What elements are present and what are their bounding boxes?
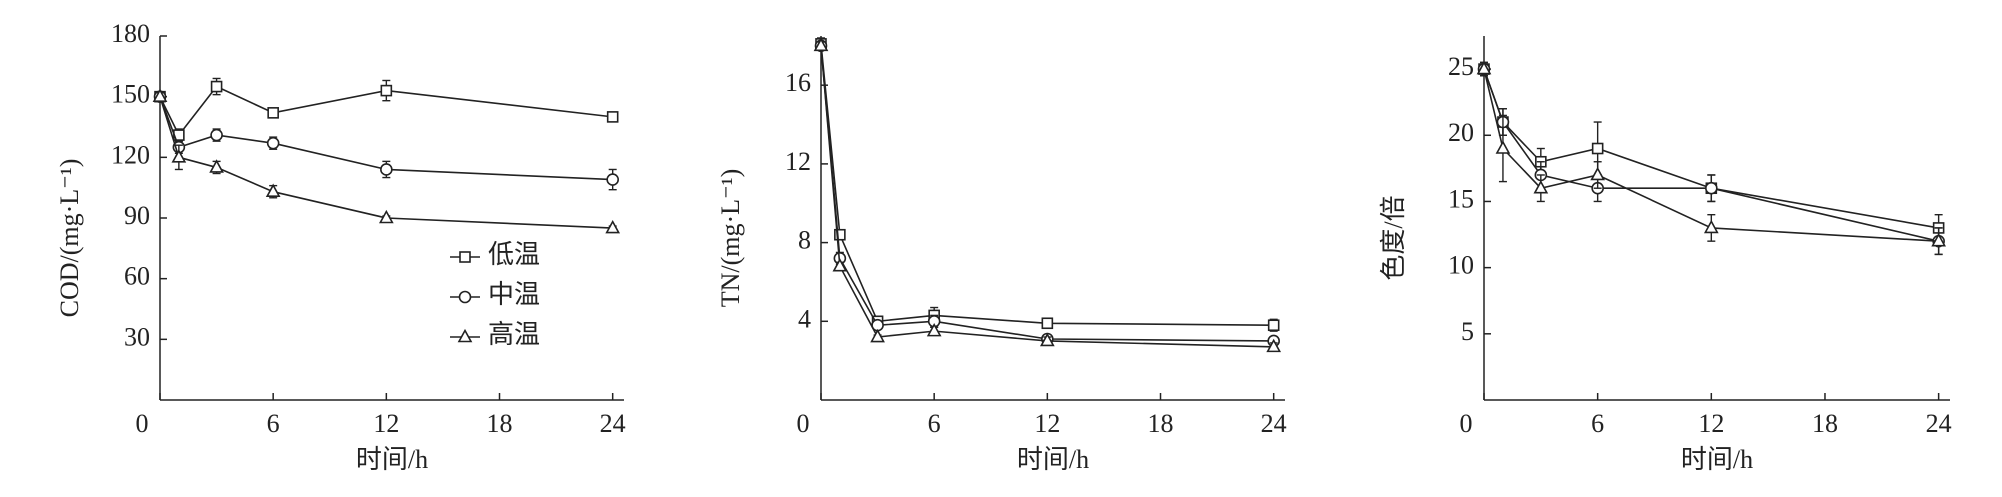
series-line [159,96,613,181]
y-tick-label: 60 [124,262,150,291]
y-tick-label: 15 [1448,184,1474,213]
legend-label: 中温 [488,280,540,309]
marker [606,111,619,123]
marker [266,136,280,150]
x-tick-label: 6 [1591,409,1604,438]
series-line [820,45,1274,348]
x-tick-label: 18 [1148,409,1174,438]
marker [1590,166,1606,181]
marker [267,107,279,119]
marker [459,251,471,263]
marker [458,290,472,304]
y-tick-label: 150 [111,80,150,109]
x-tick-label: 18 [487,409,513,438]
y-tick-label: 8 [798,226,811,255]
marker [1476,60,1492,75]
x-axis-label: 时间/h [356,445,428,474]
y-tick-label: 10 [1448,251,1474,280]
x-tick-label: 6 [267,409,280,438]
marker [926,322,942,337]
x-tick-label: 24 [600,409,626,438]
series-line [820,45,1274,342]
x-tick-label: 12 [373,409,399,438]
y-tick-label: 5 [1461,317,1474,346]
x-tick-label: 18 [1812,409,1838,438]
marker [210,128,223,142]
marker [1039,332,1055,347]
x-tick-label: 0 [136,409,149,438]
marker [457,328,473,343]
legend-label: 低温 [488,240,540,269]
series-line [1483,68,1939,229]
y-axis-label: TN/(mg·L⁻¹) [716,169,745,307]
marker [1041,317,1054,330]
x-tick-label: 12 [1698,409,1724,438]
y-tick-label: 90 [124,201,150,230]
marker [1266,338,1282,353]
marker [834,228,846,241]
marker [606,173,619,186]
marker [1705,181,1718,195]
marker [378,209,394,224]
marker [870,328,885,343]
marker [210,80,223,93]
y-tick-label: 20 [1448,118,1474,147]
marker [1931,232,1946,247]
marker [605,219,621,234]
x-tick-label: 0 [797,409,810,438]
marker [813,37,829,52]
y-tick-label: 120 [111,140,150,169]
x-axis-label: 时间/h [1017,445,1089,474]
marker [380,163,393,176]
legend-label: 高温 [488,320,540,349]
marker [380,84,393,97]
marker [171,149,187,163]
y-tick-label: 180 [111,19,150,48]
marker [1591,142,1604,155]
marker [209,159,224,173]
marker [1703,219,1719,234]
series-line [1483,68,1939,242]
marker [1533,180,1549,194]
y-tick-label: 25 [1448,52,1474,81]
y-axis-label: COD/(mg·L⁻¹) [55,159,84,318]
marker [1267,319,1280,332]
x-axis-label: 时间/h [1681,445,1753,474]
x-tick-label: 12 [1034,409,1060,438]
y-tick-label: 30 [124,322,150,351]
series-line [820,43,1274,327]
marker [152,88,168,102]
marker [1495,140,1511,154]
y-tick-label: 16 [785,68,811,97]
x-tick-label: 6 [928,409,941,438]
marker [265,183,281,198]
y-axis-label: 色度/倍 [1379,195,1408,280]
y-tick-label: 12 [785,147,811,176]
series-line [159,96,613,229]
x-tick-label: 24 [1926,409,1952,438]
marker [832,258,848,272]
x-tick-label: 24 [1261,409,1287,438]
x-tick-label: 0 [1460,409,1473,438]
y-tick-label: 4 [798,304,811,333]
